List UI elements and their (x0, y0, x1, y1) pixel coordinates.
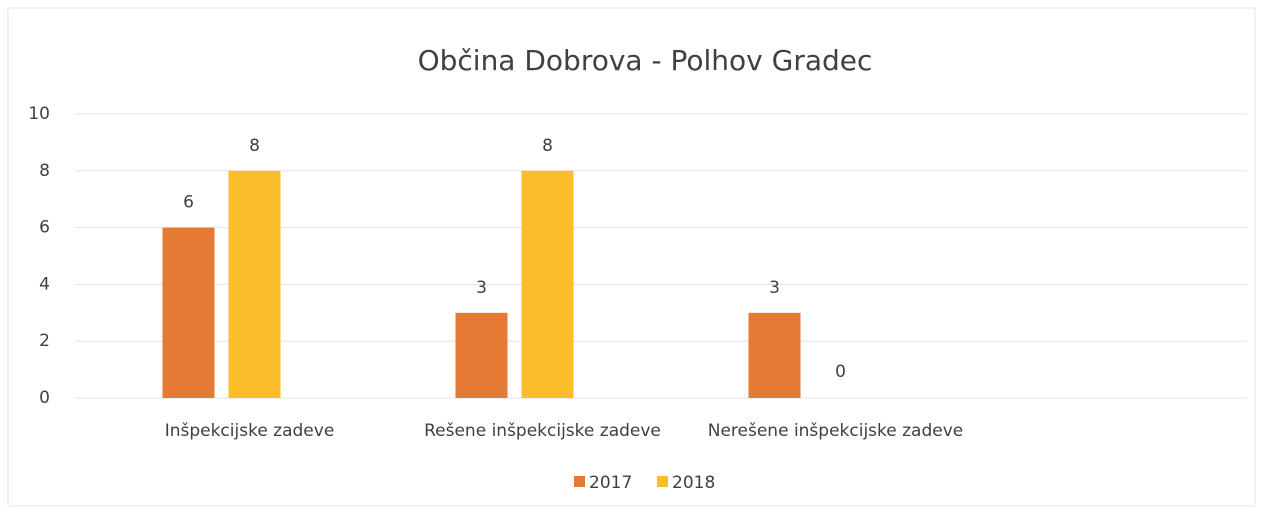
bar (228, 170, 281, 398)
bar (521, 170, 574, 398)
data-label: 8 (249, 136, 260, 156)
data-label: 0 (835, 362, 846, 382)
bar (455, 312, 508, 398)
bar (162, 227, 215, 398)
x-tick-label: Inšpekcijske zadeve (165, 421, 335, 441)
legend-label: 2018 (672, 473, 715, 493)
x-tick-label: Rešene inšpekcijske zadeve (424, 421, 661, 441)
data-label: 8 (542, 136, 553, 156)
legend-swatch (574, 476, 585, 487)
x-tick-label: Nerešene inšpekcijske zadeve (708, 421, 964, 441)
y-tick-label: 10 (28, 104, 50, 124)
legend-label: 2017 (589, 473, 632, 493)
y-tick-label: 2 (39, 331, 50, 351)
data-label: 3 (769, 278, 780, 298)
data-label: 3 (476, 278, 487, 298)
chart-title: Občina Dobrova - Polhov Gradec (418, 44, 873, 77)
legend-swatch (657, 476, 668, 487)
bar (748, 312, 801, 398)
chart-border (7, 7, 1256, 507)
y-tick-label: 6 (39, 218, 50, 238)
data-label: 6 (183, 193, 194, 213)
y-tick-label: 8 (39, 161, 50, 181)
y-tick-label: 4 (39, 274, 50, 294)
y-tick-label: 0 (39, 388, 50, 408)
